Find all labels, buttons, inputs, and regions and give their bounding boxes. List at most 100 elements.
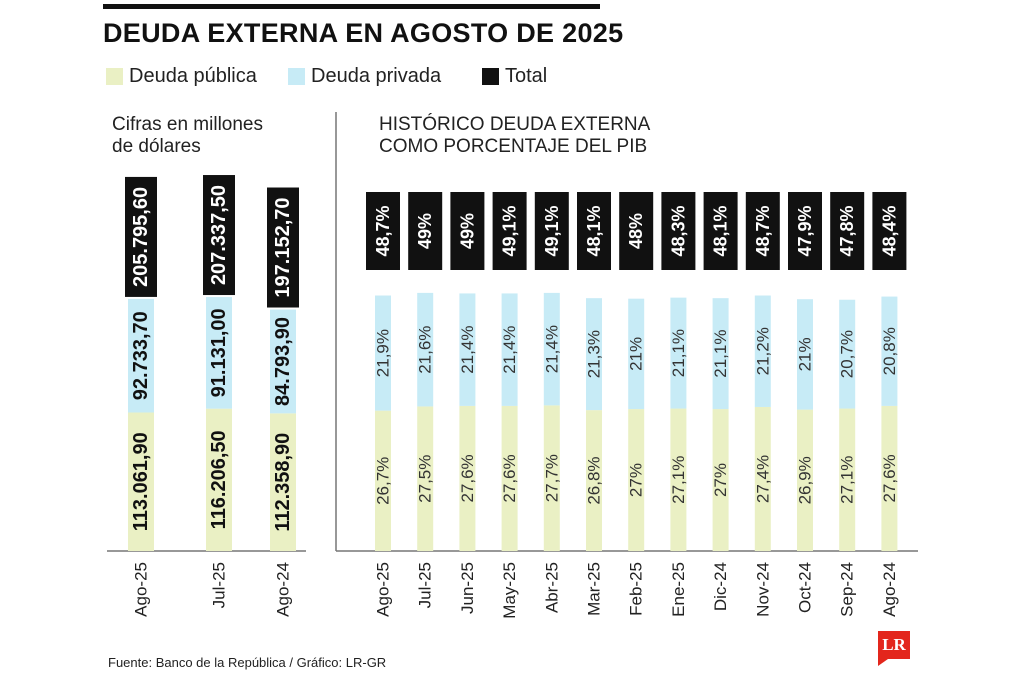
data-label-publica: 112.358,90 (272, 433, 294, 532)
bar-privada (375, 295, 391, 411)
data-label-publica: 27,6% (500, 454, 519, 502)
total-label: 49% (457, 213, 477, 249)
bar-privada (543, 292, 560, 406)
bar-publica (501, 405, 518, 551)
total-label: 49,1% (500, 205, 520, 256)
bar-publica (375, 410, 391, 551)
legend-item-publica: Deuda pública (106, 64, 257, 88)
data-label-publica: 27,5% (416, 455, 435, 503)
title-rule (103, 4, 600, 9)
total-box (450, 192, 485, 270)
data-label-publica: 27,1% (669, 456, 688, 504)
total-label: 48% (626, 213, 646, 249)
data-label-privada: 21% (627, 337, 646, 371)
bar-privada (417, 292, 434, 407)
bar-privada (670, 297, 687, 409)
total-box (534, 192, 569, 270)
legend-swatch-publica (106, 67, 123, 85)
total-box (492, 192, 527, 270)
legend-label-total: Total (505, 64, 548, 87)
data-label-privada: 21,6% (416, 326, 435, 374)
lr-logo: LR (878, 631, 910, 666)
bar-publica (797, 409, 813, 551)
right-subtitle-line2: COMO PORCENTAJE DEL PIB (379, 136, 648, 157)
total-box (703, 192, 738, 270)
total-box (577, 192, 611, 270)
total-label: 49% (415, 213, 435, 249)
total-label: 47,9% (795, 205, 815, 256)
x-tick-label: Oct-24 (796, 562, 815, 613)
x-tick-label: Ene-25 (669, 562, 688, 617)
bar-privada (754, 295, 771, 407)
total-label: 205.795,60 (130, 187, 152, 287)
legend-swatch-privada (288, 67, 305, 85)
total-label: 48,3% (668, 205, 688, 256)
total-box (203, 175, 235, 296)
source-note: Fuente: Banco de la República / Gráfico:… (108, 655, 387, 670)
data-label-privada: 21,9% (374, 329, 393, 377)
data-label-publica: 27% (627, 463, 646, 497)
total-box (267, 187, 299, 308)
data-label-privada: 20,8% (880, 327, 899, 375)
total-box (408, 192, 443, 270)
x-tick-label: Feb-25 (627, 562, 646, 616)
total-label: 48,7% (753, 205, 773, 256)
x-tick-label: Abr-25 (542, 562, 561, 613)
legend-item-privada: Deuda privada (288, 64, 441, 88)
bar-publica (628, 409, 645, 551)
bar-privada (712, 298, 729, 410)
total-box (661, 192, 696, 270)
data-label-privada: 21,4% (500, 326, 519, 374)
bar-privada (839, 299, 856, 409)
x-tick-label: Ago-25 (374, 562, 393, 617)
bar-privada (586, 298, 602, 411)
total-label: 207.337,50 (208, 185, 230, 285)
page-title: DEUDA EXTERNA EN AGOSTO DE 2025 (103, 18, 624, 48)
data-label-publica: 27,6% (458, 454, 477, 502)
total-box (872, 192, 907, 270)
x-tick-label: Ago-24 (880, 562, 899, 617)
bar-publica (586, 410, 602, 551)
legend-swatch-total (482, 67, 499, 85)
bar-publica (128, 412, 154, 551)
data-label-publica: 26,8% (585, 456, 604, 504)
total-label: 197.152,70 (272, 197, 294, 297)
total-label: 48,4% (879, 205, 899, 256)
x-tick-label: Ago-25 (132, 562, 151, 617)
data-label-publica: 27,4% (753, 455, 772, 503)
data-label-publica: 27% (711, 463, 730, 497)
bar-publica (459, 405, 476, 551)
x-tick-label: Jun-25 (458, 562, 477, 614)
bar-privada (270, 309, 296, 414)
data-label-publica: 116.206,50 (208, 430, 230, 529)
x-tick-label: Dic-24 (711, 562, 730, 611)
data-label-publica: 27,7% (542, 454, 561, 502)
legend-label-publica: Deuda pública (129, 64, 257, 87)
legend-item-total: Total (482, 64, 547, 88)
data-label-publica: 26,9% (796, 456, 815, 504)
left-subtitle-line1: Cifras en millones (112, 114, 263, 135)
x-tick-label: Ago-24 (274, 562, 293, 617)
bar-privada (459, 293, 476, 406)
bar-publica (881, 405, 898, 551)
data-label-privada: 21,3% (585, 330, 604, 378)
x-tick-label: May-25 (500, 562, 519, 619)
data-label-publica: 113.061,90 (130, 432, 152, 531)
data-label-privada: 21% (796, 337, 815, 371)
data-label-privada: 21,4% (458, 326, 477, 374)
data-label-privada: 21,1% (669, 329, 688, 377)
total-box (788, 192, 822, 270)
bar-privada (501, 293, 518, 406)
total-box (619, 192, 654, 270)
data-label-privada: 21,2% (753, 327, 772, 375)
bar-publica (839, 408, 856, 551)
legend-label-privada: Deuda privada (311, 64, 442, 87)
left-subtitle: Cifras en millones de dólares (112, 114, 263, 158)
data-label-privada: 21,4% (542, 325, 561, 373)
total-label: 48,1% (584, 205, 604, 256)
bar-privada (881, 296, 898, 406)
data-label-privada: 20,7% (838, 330, 857, 378)
data-label-publica: 26,7% (374, 457, 393, 505)
total-box (830, 192, 865, 270)
